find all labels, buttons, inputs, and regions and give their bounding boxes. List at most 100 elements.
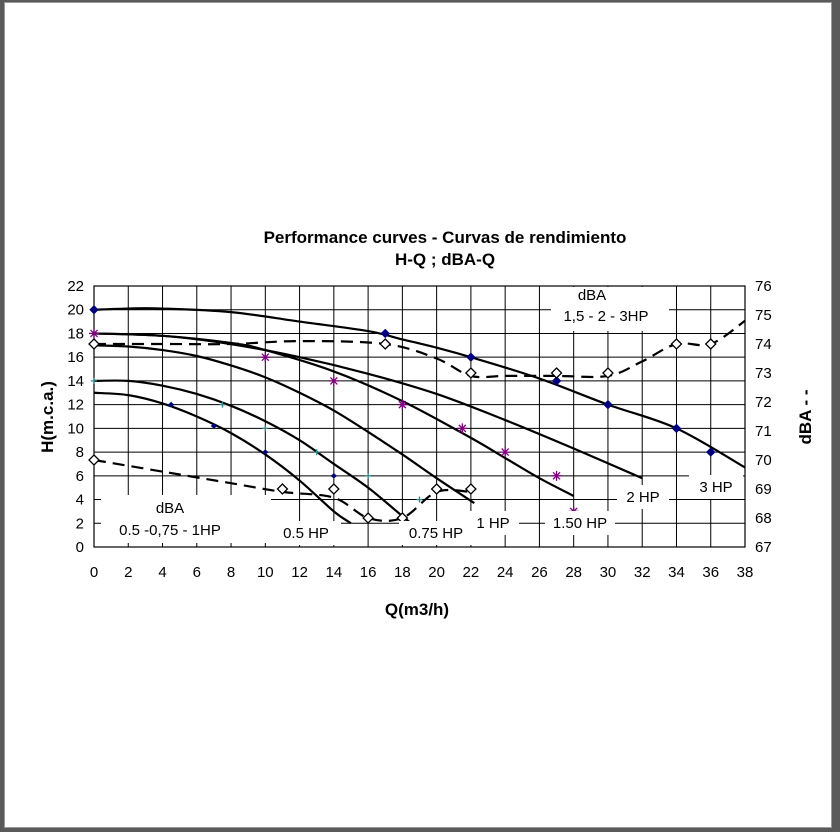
- series-markers: [88, 305, 717, 524]
- tick-labels: 0 2 4 6 8 10 12 14 16 18 20 22 24 26 28 30 32 34 36 3802468…: [67, 278, 771, 581]
- y2-tick-label: 71: [755, 423, 772, 440]
- x-tick-label: 36: [702, 564, 719, 581]
- y-tick-label: 14: [67, 373, 84, 390]
- chart-subtitle: H-Q ; dBA-Q: [395, 250, 495, 269]
- y2-tick-label: 75: [755, 307, 772, 324]
- y-tick-label: 4: [76, 492, 84, 509]
- marker-dba-0-5-0-75-1hp: [362, 512, 375, 524]
- chart-frame: Performance curves - Curvas de rendimien…: [4, 2, 832, 828]
- marker-0-75-hp: [330, 473, 338, 479]
- marker-0-5-hp: [365, 472, 372, 479]
- y-tick-label: 0: [76, 539, 84, 556]
- x-tick-label: 16: [360, 564, 377, 581]
- annotations: dBA 1,5 - 2 - 3HP dBA 0.5 -0,75 - 1HP 0.5 HP…: [101, 287, 743, 545]
- y2-tick-label: 69: [755, 481, 772, 498]
- x-tick-label: 32: [634, 564, 651, 581]
- x-tick-label: 38: [737, 564, 754, 581]
- marker-3-hp: [89, 305, 99, 315]
- label-1-50-hp-bg: [545, 511, 615, 535]
- label-2-hp: 2 HP: [626, 489, 659, 506]
- x-tick-label: 34: [668, 564, 685, 581]
- marker-1-50-hp: [89, 328, 99, 339]
- marker-1-50-hp: [457, 423, 468, 434]
- y-tick-label: 2: [76, 515, 84, 532]
- marker-dba-1-5-2-3hp: [550, 367, 563, 379]
- y-tick-label: 18: [67, 325, 84, 342]
- y2-tick-label: 67: [755, 539, 772, 556]
- x-tick-label: 12: [291, 564, 308, 581]
- x-tick-label: 20: [428, 564, 445, 581]
- marker-0-5-hp: [313, 449, 320, 456]
- marker-dba-1-5-2-3hp: [379, 338, 392, 350]
- marker-dba-0-5-0-75-1hp: [430, 483, 443, 495]
- marker-1-50-hp: [260, 352, 271, 363]
- marker-0-5-hp: [262, 425, 269, 432]
- dba-high-sub: 1,5 - 2 - 3HP: [563, 308, 648, 325]
- x-tick-label: 18: [394, 564, 411, 581]
- marker-1-50-hp: [328, 375, 339, 386]
- y-tick-label: 12: [67, 397, 84, 414]
- marker-3-hp: [380, 328, 390, 339]
- dba-high-bg: [551, 287, 669, 331]
- y2-tick-label: 68: [755, 510, 772, 527]
- x-tick-label: 26: [531, 564, 548, 581]
- y2-tick-label: 70: [755, 452, 772, 469]
- x-tick-label: 10: [257, 564, 274, 581]
- plot-frame: [93, 285, 746, 548]
- marker-3-hp: [551, 376, 562, 386]
- x-tick-label: 8: [227, 564, 235, 581]
- performance-chart: Performance curves - Curvas de rendimien…: [38, 228, 815, 619]
- x-tick-label: 0: [90, 564, 98, 581]
- marker-0-75-hp: [210, 423, 218, 429]
- marker-dba-1-5-2-3hp: [704, 338, 717, 350]
- marker-3-hp: [603, 399, 613, 410]
- dba-low-title: dBA: [156, 500, 184, 517]
- y2-tick-label: 72: [755, 394, 772, 411]
- dba-high-title: dBA: [578, 287, 606, 304]
- y2-tick-label: 74: [755, 336, 772, 353]
- marker-dba-0-5-0-75-1hp: [276, 483, 289, 495]
- series-line-0-5-hp: [93, 391, 352, 525]
- label-0-75-hp: 0.75 HP: [409, 525, 463, 542]
- marker-dba-0-5-0-75-1hp: [464, 483, 477, 495]
- y-axis-title: H(m.c.a.): [38, 381, 57, 453]
- marker-1-50-hp: [551, 470, 562, 481]
- marker-0-5-hp: [416, 496, 423, 503]
- label-2-hp-bg: [617, 485, 669, 509]
- y2-axis-title: dBA - -: [796, 389, 815, 444]
- marker-0-5-hp: [219, 401, 226, 408]
- marker-3-hp: [671, 423, 682, 434]
- x-tick-label: 2: [124, 564, 132, 581]
- label-1-50-hp: 1.50 HP: [553, 515, 607, 532]
- series-line-0-75-hp: [93, 379, 412, 525]
- marker-0-5-hp: [91, 377, 97, 384]
- series-line-2-hp: [93, 332, 643, 480]
- x-tick-label: 28: [565, 564, 582, 581]
- label-3-hp: 3 HP: [699, 479, 732, 496]
- dba-low-bg: [101, 495, 271, 543]
- marker-dba-1-5-2-3hp: [464, 367, 477, 379]
- marker-dba-1-5-2-3hp: [602, 367, 614, 379]
- series-line-dba-0-5-0-75-1hp: [93, 458, 471, 522]
- chart-title: Performance curves - Curvas de rendimien…: [264, 228, 627, 247]
- marker-dba-0-5-0-75-1hp: [88, 454, 100, 466]
- y-tick-label: 22: [67, 278, 84, 295]
- marker-3-hp: [466, 352, 476, 362]
- x-tick-label: 24: [497, 564, 514, 581]
- x-tick-label: 6: [193, 564, 201, 581]
- y2-tick-label: 76: [755, 278, 772, 295]
- y-tick-label: 16: [67, 349, 84, 366]
- marker-0-75-hp: [262, 449, 269, 455]
- x-tick-label: 22: [463, 564, 480, 581]
- label-0-75-hp-bg: [399, 521, 473, 545]
- marker-3-hp: [706, 447, 716, 457]
- marker-1-50-hp: [397, 399, 408, 410]
- label-3-hp-bg: [689, 475, 743, 499]
- x-tick-label: 30: [600, 564, 617, 581]
- x-tick-label: 4: [158, 564, 166, 581]
- y-tick-label: 8: [76, 444, 84, 461]
- series-lines: [93, 307, 746, 525]
- label-0-5-hp: 0.5 HP: [283, 525, 329, 542]
- series-line-dba-1-5-2-3hp: [93, 319, 746, 379]
- marker-dba-1-5-2-3hp: [670, 338, 683, 350]
